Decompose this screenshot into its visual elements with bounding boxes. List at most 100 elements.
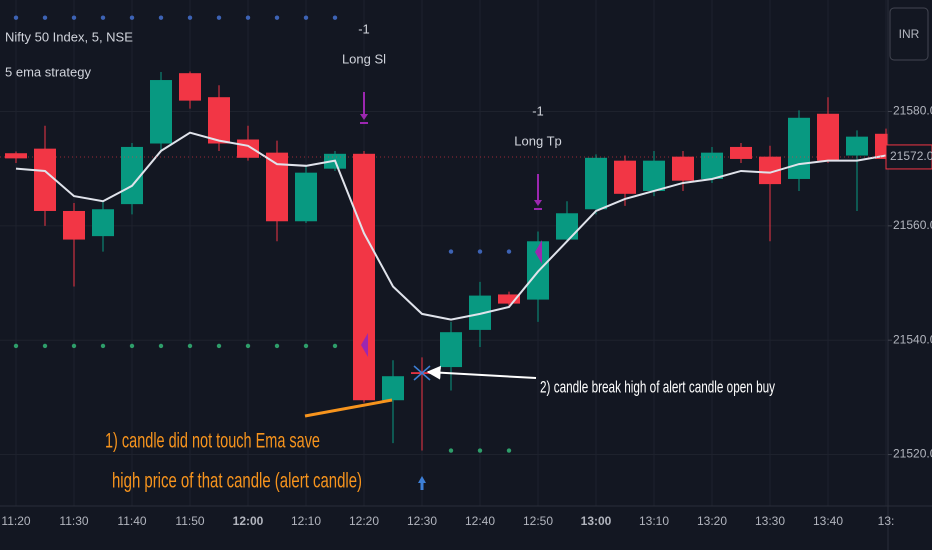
signal-dot — [506, 448, 512, 453]
chart-title: Nifty 50 Index, 5, NSE — [5, 29, 133, 44]
candle-body — [788, 117, 810, 179]
signal-dot — [332, 343, 338, 349]
x-tick-label: 11:20 — [1, 514, 30, 528]
last-price-label: 21572.05 — [890, 149, 932, 163]
candle-body — [614, 160, 636, 194]
x-tick-label: 12:10 — [291, 514, 321, 528]
candle-body — [498, 294, 520, 304]
order-arrow-head — [360, 114, 368, 120]
x-tick-label: 11:30 — [59, 514, 88, 528]
candle-body — [701, 152, 723, 179]
ema-line — [15, 131, 887, 321]
signal-dot — [274, 15, 280, 20]
note-text: 1) candle did not touch Ema save — [105, 430, 320, 453]
candle-body — [730, 146, 752, 159]
signal-dot — [448, 448, 454, 453]
signal-dot — [303, 15, 309, 20]
last-price-box — [885, 144, 932, 170]
signal-dot — [71, 15, 77, 20]
candle-body — [643, 160, 665, 191]
signal-dot — [71, 343, 77, 349]
candle-body — [759, 156, 781, 185]
candle-body — [382, 376, 404, 401]
candle-body — [469, 295, 491, 330]
signal-dot — [158, 15, 164, 20]
order-label: Long Tp — [514, 133, 561, 148]
order-label: -1 — [358, 21, 370, 36]
indicator-name: 5 ema strategy — [5, 64, 91, 79]
signal-dot — [216, 15, 222, 20]
x-tick-label: 12:30 — [407, 514, 437, 528]
x-tick-label: 12:50 — [523, 514, 553, 528]
x-tick-label: 13: — [878, 514, 895, 528]
candle-body — [672, 156, 694, 181]
x-tick-label: 11:40 — [117, 514, 146, 528]
x-tick-label: 12:20 — [349, 514, 379, 528]
order-arrow-bar — [360, 122, 368, 124]
plot-area: -1 Long Sl -1 Long Tp 1) candle did not touc… — [0, 0, 888, 506]
signal-dot — [42, 343, 48, 349]
x-tick-label: 12:40 — [465, 514, 495, 528]
order-arrow-head — [534, 200, 542, 206]
note-pointer — [426, 365, 537, 380]
y-tick-label: 21560.00 — [893, 218, 932, 232]
signal-dot — [42, 15, 48, 20]
signal-dot — [187, 343, 193, 349]
candle-body — [817, 113, 839, 161]
candle-body — [5, 153, 27, 159]
signal-dot — [245, 343, 251, 349]
candle-body — [208, 97, 230, 144]
y-tick-label: 21540.00 — [893, 332, 932, 346]
x-tick-label: 12:00 — [233, 514, 264, 528]
order-label: Long Sl — [342, 51, 386, 66]
note-text: 2) candle break high of alert candle ope… — [540, 377, 775, 396]
order-label: -1 — [532, 103, 544, 118]
candle-body — [150, 80, 172, 144]
signal-dot — [506, 249, 512, 254]
signal-dot — [245, 15, 251, 20]
signal-dot — [129, 15, 135, 20]
signal-dot — [448, 249, 454, 254]
currency-button[interactable] — [889, 7, 929, 61]
signal-dot — [13, 15, 19, 20]
candle-body — [353, 153, 375, 401]
candle-body — [92, 209, 114, 237]
candle-body — [875, 133, 888, 159]
x-tick-label: 13:20 — [697, 514, 727, 528]
signal-dot — [274, 343, 280, 349]
candle-body — [556, 213, 578, 240]
candle-body — [179, 73, 201, 101]
y-tick-label: 21580.00 — [893, 104, 932, 118]
signal-triangle — [361, 333, 368, 357]
x-tick-label: 13:00 — [581, 514, 612, 528]
signal-dot — [129, 343, 135, 349]
signal-dot — [13, 343, 19, 349]
signal-triangle — [535, 240, 542, 264]
x-tick-label: 13:40 — [813, 514, 843, 528]
y-tick-label: 21520.00 — [893, 447, 932, 461]
candle-body — [63, 210, 85, 240]
note-text: high price of that candle (alert candle) — [112, 470, 362, 493]
x-tick-label: 13:30 — [755, 514, 785, 528]
signal-dot — [100, 15, 106, 20]
candle-body — [34, 148, 56, 211]
buy-arrow — [418, 476, 426, 490]
signal-dot — [187, 15, 193, 20]
signal-dot — [100, 343, 106, 349]
order-arrow-bar — [534, 208, 542, 210]
candle-body — [846, 136, 868, 156]
candle-body — [295, 172, 317, 222]
x-tick-label: 13:10 — [639, 514, 669, 528]
candle-body — [440, 332, 462, 368]
candle-body — [266, 152, 288, 222]
currency-label[interactable]: INR — [899, 27, 920, 41]
signal-dot — [477, 448, 483, 453]
signal-dot — [477, 249, 483, 254]
signal-dot — [332, 15, 338, 20]
candle-body — [237, 139, 259, 158]
note-pointer — [304, 398, 393, 418]
x-tick-label: 11:50 — [175, 514, 204, 528]
